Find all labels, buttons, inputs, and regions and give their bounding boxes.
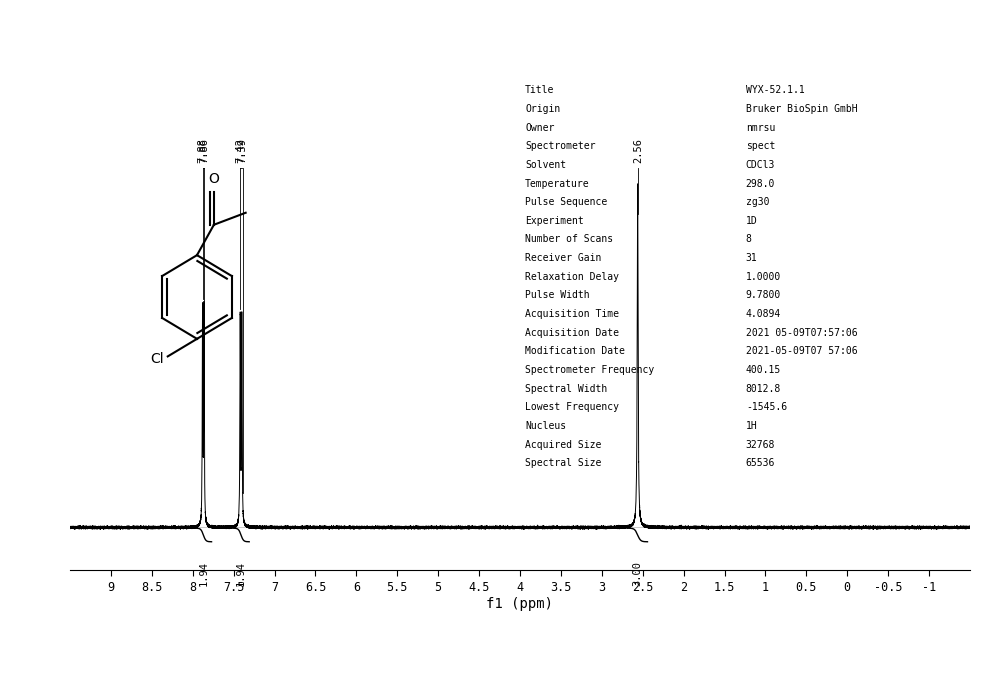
Text: 9.7800: 9.7800	[746, 290, 781, 300]
Text: Temperature: Temperature	[525, 178, 590, 188]
Text: 400.15: 400.15	[746, 365, 781, 375]
Text: Acquisition Date: Acquisition Date	[525, 327, 619, 338]
Text: 2021-05-09T07 57:06: 2021-05-09T07 57:06	[746, 346, 857, 356]
Text: Experiment: Experiment	[525, 216, 584, 226]
Text: Relaxation Delay: Relaxation Delay	[525, 272, 619, 281]
Text: Acquisition Time: Acquisition Time	[525, 309, 619, 319]
Text: WYX-52.1.1: WYX-52.1.1	[746, 85, 805, 95]
Text: Pulse Sequence: Pulse Sequence	[525, 197, 607, 207]
Text: 298.0: 298.0	[746, 178, 775, 188]
Text: Spectrometer Frequency: Spectrometer Frequency	[525, 365, 654, 375]
Text: 1D: 1D	[746, 216, 758, 226]
Text: Origin: Origin	[525, 104, 560, 114]
X-axis label: f1 (ppm): f1 (ppm)	[486, 597, 554, 611]
Text: -1545.6: -1545.6	[746, 402, 787, 412]
Text: Cl: Cl	[150, 352, 164, 366]
Text: 3.00: 3.00	[633, 562, 643, 587]
Text: 65536: 65536	[746, 458, 775, 468]
Text: 4.0894: 4.0894	[746, 309, 781, 319]
Text: Bruker BioSpin GmbH: Bruker BioSpin GmbH	[746, 104, 857, 114]
Text: 7.39: 7.39	[238, 138, 248, 163]
Text: Owner: Owner	[525, 123, 554, 132]
Text: 32768: 32768	[746, 439, 775, 450]
Text: 2021 05-09T07:57:06: 2021 05-09T07:57:06	[746, 327, 857, 338]
Text: 8: 8	[746, 234, 752, 244]
Text: Receiver Gain: Receiver Gain	[525, 253, 601, 263]
Text: Nucleus: Nucleus	[525, 421, 566, 431]
Text: 31: 31	[746, 253, 758, 263]
Text: 1.94: 1.94	[236, 562, 246, 587]
Text: zg30: zg30	[746, 197, 769, 207]
Text: 1.94: 1.94	[198, 562, 208, 587]
Text: Spectral Width: Spectral Width	[525, 383, 607, 394]
Text: 2.56: 2.56	[633, 138, 643, 163]
Text: Number of Scans: Number of Scans	[525, 234, 613, 244]
Text: 8012.8: 8012.8	[746, 383, 781, 394]
Text: spect: spect	[746, 141, 775, 151]
Text: Acquired Size: Acquired Size	[525, 439, 601, 450]
Text: CDCl3: CDCl3	[746, 160, 775, 170]
Text: 7.88: 7.88	[198, 138, 208, 163]
Text: Solvent: Solvent	[525, 160, 566, 170]
Text: 7.86: 7.86	[199, 138, 209, 163]
Text: Spectral Size: Spectral Size	[525, 458, 601, 468]
Text: Modification Date: Modification Date	[525, 346, 625, 356]
Text: 1.0000: 1.0000	[746, 272, 781, 281]
Text: Lowest Frequency: Lowest Frequency	[525, 402, 619, 412]
Text: Spectrometer: Spectrometer	[525, 141, 596, 151]
Text: O: O	[208, 172, 219, 186]
Text: 7.42: 7.42	[235, 138, 245, 163]
Text: Title: Title	[525, 85, 554, 95]
Text: 1H: 1H	[746, 421, 758, 431]
Text: nmrsu: nmrsu	[746, 123, 775, 132]
Text: Pulse Width: Pulse Width	[525, 290, 590, 300]
